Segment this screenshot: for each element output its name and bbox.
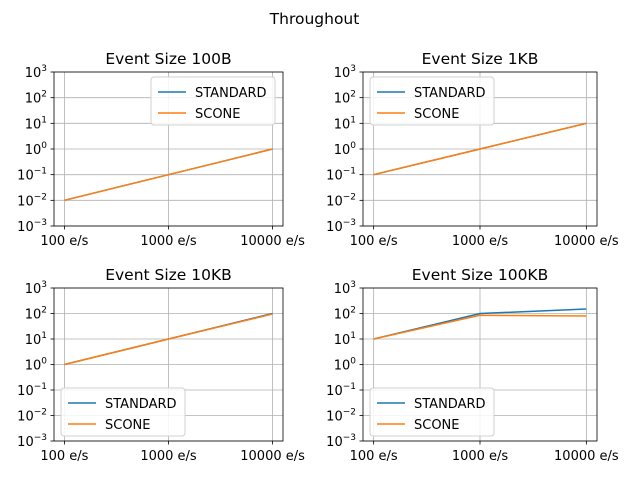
legend-label-scone: SCONE <box>414 107 460 122</box>
subplot-title: Event Size 100B <box>105 50 231 68</box>
y-tick-label: 102 <box>25 90 47 107</box>
y-tick-label: 10−1 <box>17 382 47 399</box>
y-tick-label: 10−2 <box>17 192 47 209</box>
y-tick-label: 10−1 <box>326 382 356 399</box>
y-tick-label: 103 <box>25 280 47 297</box>
y-tick-label: 102 <box>25 306 47 323</box>
x-tick-label: 100 e/s <box>350 234 398 249</box>
x-tick-label: 100 e/s <box>350 449 398 464</box>
legend-label-scone: SCONE <box>414 418 460 433</box>
subplot-4: Event Size 100KB 10−3 10−2 10−1 100 101 102 103… <box>326 266 619 464</box>
series-line-scone <box>373 122 587 176</box>
y-tick-label: 100 <box>25 141 48 158</box>
x-tick-label: 1000 e/s <box>140 234 197 249</box>
legend: STANDARD SCONE <box>369 76 495 126</box>
subplot-2: Event Size 1KB 10−3 10−2 10−1 100 101 102 103 10… <box>326 50 619 249</box>
series-line-scone <box>64 148 273 202</box>
y-tick-label: 100 <box>25 357 48 374</box>
legend: STANDARD SCONE <box>150 76 276 126</box>
y-tick-label: 102 <box>334 90 356 107</box>
y-tick-label: 103 <box>334 64 356 81</box>
x-tick-label: 1000 e/s <box>452 234 509 249</box>
legend: STANDARD SCONE <box>60 387 186 437</box>
y-tick-label: 10−3 <box>17 218 47 235</box>
subplot-title: Event Size 10KB <box>105 266 232 284</box>
x-tick-label: 10000 e/s <box>240 234 305 249</box>
y-tick-label: 101 <box>25 331 47 348</box>
figure-title: Throughout <box>269 10 360 28</box>
x-tick-label: 1000 e/s <box>140 449 197 464</box>
y-tick-label: 101 <box>334 331 356 348</box>
y-tick-label: 10−1 <box>326 167 356 184</box>
x-tick-label: 10000 e/s <box>240 449 305 464</box>
x-tick-label: 10000 e/s <box>554 449 619 464</box>
y-tick-label: 10−3 <box>326 433 356 450</box>
legend-label-standard: STANDARD <box>414 397 486 412</box>
subplot-3: Event Size 10KB 10−3 10−2 10−1 100 101 102 103 1… <box>17 266 305 464</box>
series-line-scone <box>64 313 273 366</box>
y-tick-label: 103 <box>25 64 47 81</box>
subplot-title: Event Size 1KB <box>422 50 539 68</box>
y-tick-label: 103 <box>334 280 356 297</box>
y-tick-label: 10−2 <box>326 192 356 209</box>
subplot-1: Event Size 100B 10−3 10−2 10−1 100 101 102 103 1… <box>17 50 305 249</box>
legend-label-scone: SCONE <box>105 418 151 433</box>
x-tick-label: 1000 e/s <box>452 449 509 464</box>
legend-label-standard: STANDARD <box>195 86 267 101</box>
y-tick-label: 10−2 <box>326 408 356 425</box>
y-tick-label: 100 <box>334 141 357 158</box>
x-tick-label: 100 e/s <box>40 449 88 464</box>
legend-label-standard: STANDARD <box>414 86 486 101</box>
y-tick-label: 10−2 <box>17 408 47 425</box>
subplot-title: Event Size 100KB <box>412 266 548 284</box>
legend-label-scone: SCONE <box>195 107 241 122</box>
legend: STANDARD SCONE <box>369 387 495 437</box>
y-tick-label: 100 <box>334 357 357 374</box>
y-tick-label: 102 <box>334 306 356 323</box>
y-tick-label: 10−1 <box>17 167 47 184</box>
x-tick-label: 100 e/s <box>40 234 88 249</box>
y-tick-label: 10−3 <box>17 433 47 450</box>
legend-label-standard: STANDARD <box>105 397 177 412</box>
y-tick-label: 10−3 <box>326 218 356 235</box>
series-line-scone <box>373 314 587 340</box>
y-tick-label: 101 <box>25 115 47 132</box>
y-tick-label: 101 <box>334 115 356 132</box>
x-tick-label: 10000 e/s <box>554 234 619 249</box>
